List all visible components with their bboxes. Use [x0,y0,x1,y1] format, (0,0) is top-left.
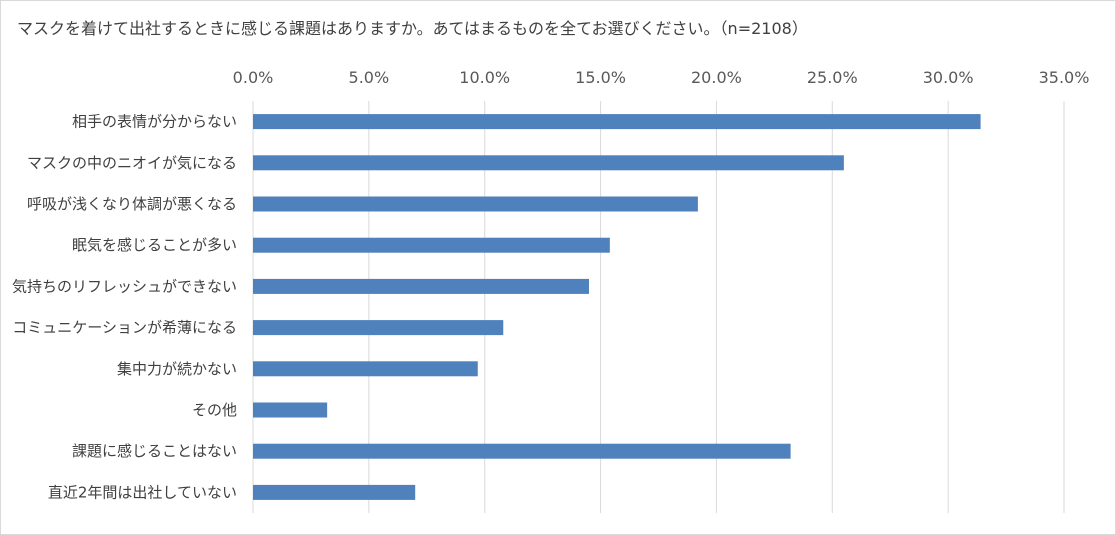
category-label: 眠気を感じることが多い [72,236,237,254]
x-tick-label: 30.0% [923,68,974,87]
x-tick-label: 5.0% [349,68,390,87]
bar [253,320,504,336]
x-tick-label: 10.0% [459,68,510,87]
bar [253,484,416,500]
category-labels: 相手の表情が分からないマスクの中のニオイが気になる呼吸が浅くなり体調が悪くなる眠… [12,113,237,502]
x-tick-label: 0.0% [233,68,274,87]
category-label: その他 [192,401,237,419]
bars [253,114,981,500]
bar [253,155,844,171]
category-label: 課題に感じることはない [72,442,237,460]
bar [253,114,981,130]
x-axis-ticks: 0.0% 5.0% 10.0% 15.0% 20.0% 25.0% 30.0% 35.0% [233,68,1090,87]
x-tick-label: 15.0% [575,68,626,87]
x-tick-label: 20.0% [691,68,742,87]
bar [253,278,589,294]
bar [253,443,791,459]
bar [253,402,328,418]
category-label: コミュニケーションが希薄になる [12,319,237,337]
category-label: 集中力が続かない [117,360,237,378]
x-tick-label: 25.0% [807,68,858,87]
category-label: マスクの中のニオイが気になる [27,154,237,172]
bar [253,361,478,377]
category-label: 気持ちのリフレッシュができない [12,277,237,295]
x-tick-label: 35.0% [1039,68,1090,87]
bar [253,196,698,212]
category-label: 直近2年間は出社していない [48,483,237,501]
category-label: 呼吸が浅くなり体調が悪くなる [27,195,237,213]
category-label: 相手の表情が分からない [72,113,237,131]
chart-title: マスクを着けて出社するときに感じる課題はありますか。あてはまるものを全てお選びく… [17,19,808,38]
bar [253,237,610,253]
